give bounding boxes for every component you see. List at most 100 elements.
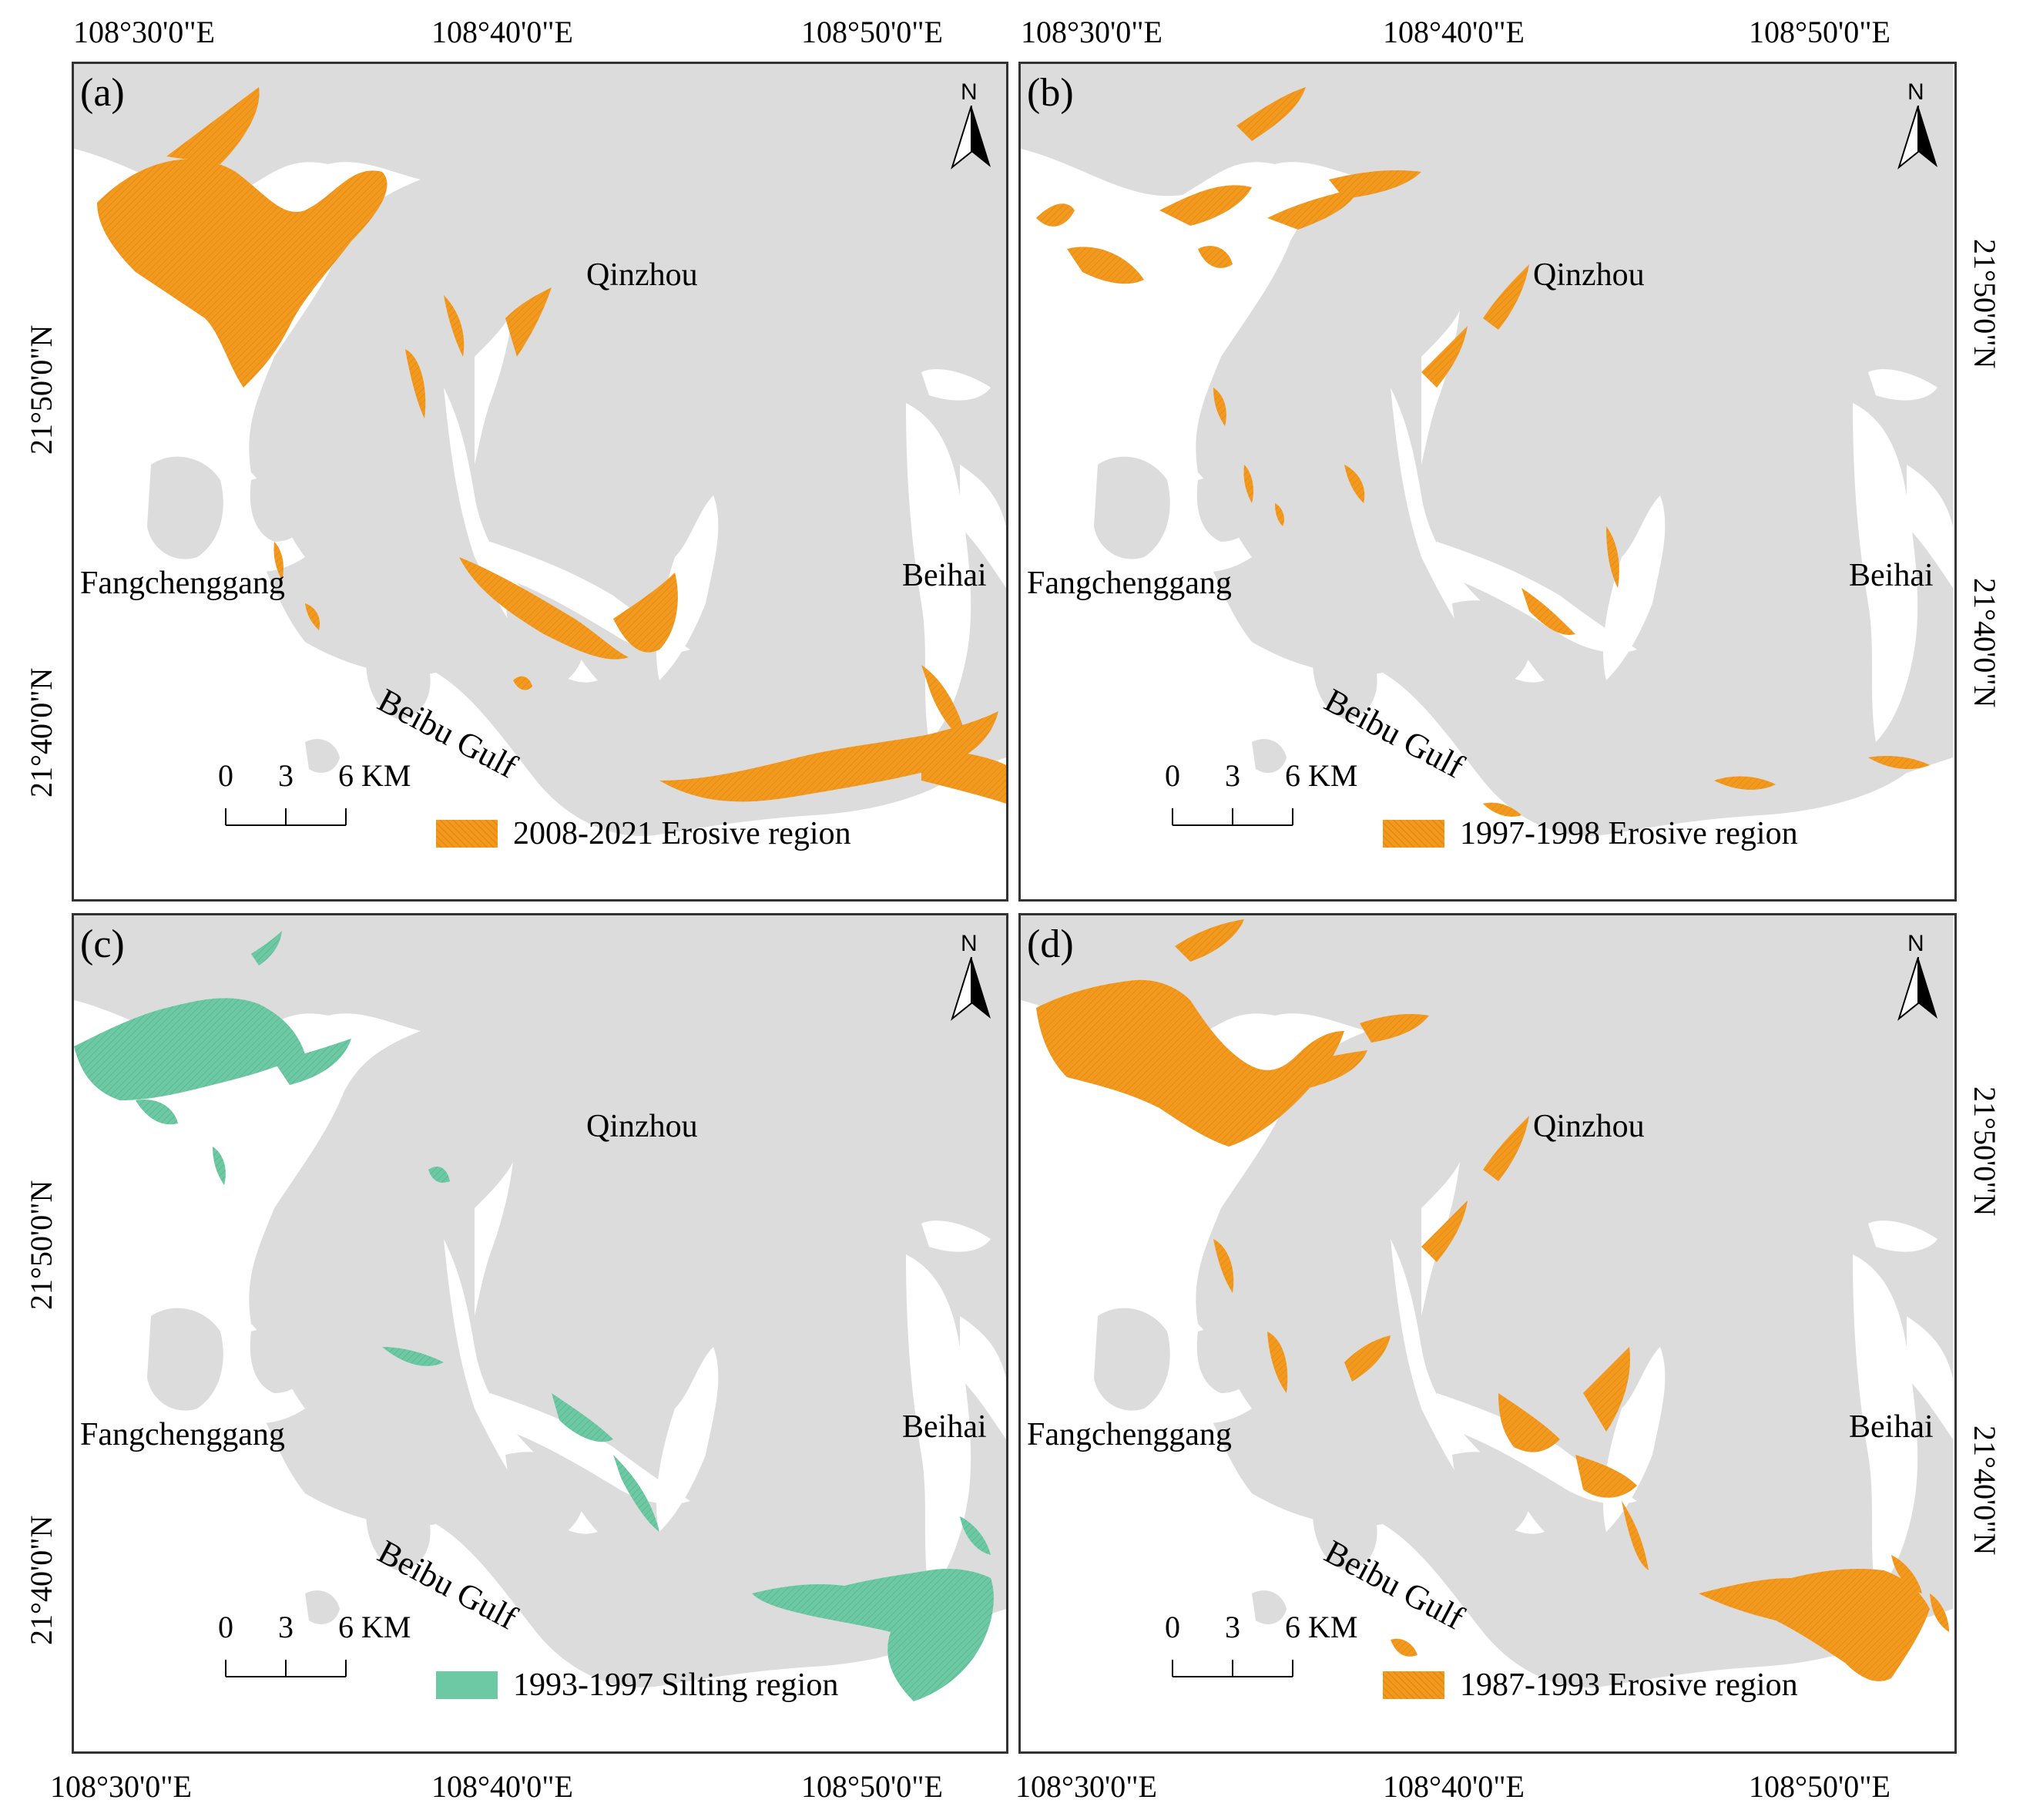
erosive-region — [459, 557, 629, 660]
north-arrow-icon: N — [1895, 931, 1941, 1023]
island-land — [1313, 641, 1377, 719]
island-land — [305, 739, 340, 773]
erosive-region — [444, 295, 465, 357]
legend-swatch — [436, 820, 498, 848]
place-label-beihai: Beihai — [902, 558, 987, 593]
silting-region — [914, 1586, 934, 1624]
scale-unit: KM — [361, 758, 411, 793]
erosive-region — [1421, 326, 1468, 388]
map-canvas — [74, 915, 1006, 1751]
erosive-region — [1498, 1393, 1560, 1452]
lon-label-bottom-d-3: 108°50'0"E — [1749, 1769, 1890, 1804]
island-land — [1094, 456, 1170, 559]
north-letter: N — [961, 931, 978, 956]
erosive-region — [1213, 1239, 1234, 1293]
erosive-region — [1036, 979, 1344, 1147]
erosive-region — [1714, 776, 1776, 790]
erosive-region — [1483, 1116, 1529, 1181]
erosive-region — [1267, 1331, 1288, 1393]
erosive-region — [921, 750, 1006, 804]
panel-label: (a) — [80, 71, 125, 115]
scale-bar: 0 3 6 KM — [218, 757, 455, 842]
island-land — [305, 1590, 340, 1624]
water-area — [1437, 542, 1637, 653]
place-label-qinzhou: Qinzhou — [1533, 1109, 1645, 1144]
water-area — [960, 465, 1006, 588]
island-land — [1452, 600, 1532, 688]
panel-label: (d) — [1027, 922, 1074, 966]
legend: 1997-1998 Erosive region — [1383, 815, 1922, 858]
water-area — [906, 403, 971, 742]
erosive-region — [1583, 1347, 1630, 1432]
water-area — [1853, 1254, 1918, 1593]
water-area — [1907, 465, 1953, 588]
water-area — [1021, 1008, 1953, 1751]
scale-tick-label: 0 — [1165, 758, 1180, 793]
erosive-region — [1267, 187, 1360, 230]
lat-label-left-a-1: 21°50'0"N — [24, 324, 59, 455]
north-arrow-icon: N — [948, 931, 995, 1023]
legend-swatch — [1383, 820, 1444, 848]
island-land — [1094, 1308, 1170, 1411]
scale-tick-label: 6 — [338, 1610, 354, 1644]
north-letter: N — [1907, 931, 1924, 956]
silting-region — [136, 1100, 178, 1125]
water-area — [74, 156, 1006, 899]
erosive-region — [97, 159, 387, 388]
silting-region — [552, 1393, 613, 1442]
map-panel-a: (a) Qinzhou Fangchenggang Beihai Beibu Gulf N… — [72, 62, 1008, 902]
erosive-region — [1868, 756, 1930, 770]
silting-region — [428, 1166, 450, 1183]
water-area — [1868, 1221, 1937, 1252]
north-arrow-icon: N — [948, 79, 995, 172]
silting-region — [613, 1455, 659, 1532]
scale-unit: KM — [1308, 1610, 1358, 1644]
silting-region — [274, 1039, 351, 1085]
panel-label: (b) — [1027, 71, 1074, 115]
lon-label-top-a-2: 108°40'0"E — [431, 15, 573, 49]
place-label-beihai: Beihai — [1849, 558, 1934, 593]
lat-label-right-b-2: 21°40'0"N — [1968, 578, 2002, 708]
scale-tick-label: 3 — [1225, 758, 1240, 793]
erosive-region — [921, 665, 968, 742]
erosive-region — [1236, 87, 1306, 141]
legend-label: 1997-1998 Erosive region — [1460, 816, 1798, 851]
erosive-region — [1575, 1455, 1637, 1498]
erosive-region — [1175, 919, 1244, 962]
water-area — [1021, 1455, 1391, 1751]
scale-bar: 0 3 6 KM — [1165, 1609, 1402, 1694]
erosive-region — [1606, 526, 1619, 588]
north-letter: N — [961, 79, 978, 105]
lon-label-bottom-c-3: 108°50'0"E — [801, 1769, 943, 1804]
water-area — [475, 1162, 513, 1316]
lon-label-bottom-c-2: 108°40'0"E — [431, 1769, 573, 1804]
legend-swatch — [1383, 1671, 1444, 1699]
lon-label-top-b-3: 108°50'0"E — [1749, 15, 1890, 49]
erosive-region — [1699, 1569, 1930, 1681]
island-land — [147, 1308, 223, 1411]
water-area — [74, 1455, 444, 1751]
lat-label-right-d-2: 21°40'0"N — [1968, 1425, 2002, 1556]
water-area — [74, 1008, 1006, 1751]
place-label-fangchenggang: Fangchenggang — [80, 566, 285, 601]
map-canvas — [74, 64, 1006, 899]
scale-tick-label: 6 — [338, 758, 354, 793]
place-label-fangchenggang: Fangchenggang — [1027, 566, 1232, 601]
water-area — [1853, 403, 1918, 742]
water-area — [1907, 1316, 1953, 1439]
erosive-region — [1344, 1335, 1391, 1382]
erosive-region — [1483, 264, 1529, 330]
silting-region — [251, 931, 282, 965]
lat-label-right-b-1: 21°50'0"N — [1968, 239, 2002, 369]
place-label-fangchenggang: Fangchenggang — [80, 1417, 285, 1452]
erosive-region — [513, 676, 532, 690]
erosive-region — [1159, 185, 1252, 226]
map-panel-d: (d) Qinzhou Fangchenggang Beihai Beibu Gulf N… — [1018, 913, 1957, 1754]
lat-label-right-d-1: 21°50'0"N — [1968, 1086, 2002, 1217]
island-land — [250, 477, 306, 542]
island-land — [366, 1493, 431, 1570]
water-area — [1868, 369, 1937, 401]
north-arrow-icon: N — [1895, 79, 1941, 172]
scale-tick-label: 0 — [218, 758, 233, 793]
place-label-beihai: Beihai — [902, 1409, 987, 1445]
